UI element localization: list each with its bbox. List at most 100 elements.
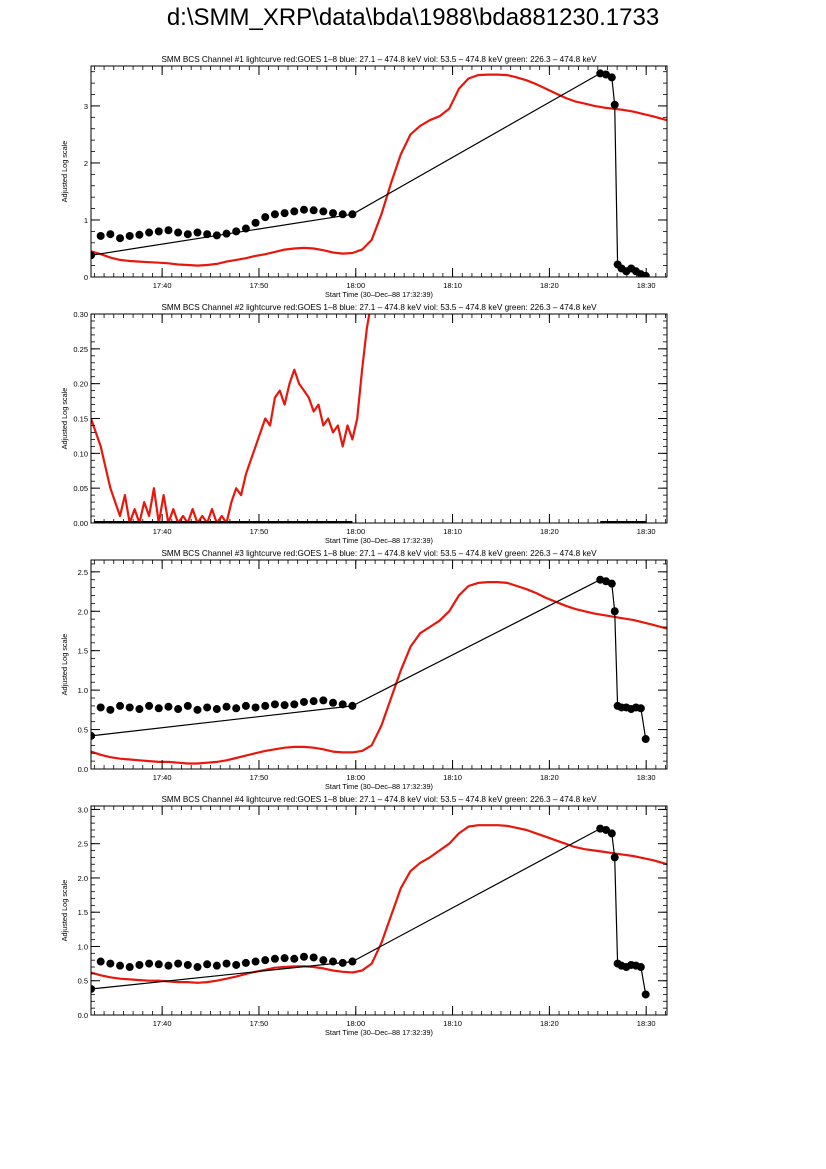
y-tick-label: 2.0 [78,607,88,616]
bcs-data-point [164,702,173,711]
plot-area [91,69,667,277]
x-tick-label: 17:50 [250,773,269,782]
bcs-data-point [641,990,650,999]
goes-series-line [91,824,667,984]
bcs-data-point [96,957,105,966]
bcs-data-point [290,954,299,963]
x-axis-label: Start Time (30–Dec–88 17:32:39) [325,290,433,299]
bcs-data-point [319,956,328,965]
bcs-data-point [251,957,260,966]
plot-frame [90,805,668,1016]
bcs-data-point [116,234,125,243]
y-tick-label: 0.5 [78,726,88,735]
bcs-connector-series-line [91,827,647,995]
bcs-data-point [329,698,338,707]
bcs-data-point [261,956,270,965]
x-tick-label: 17:50 [250,281,269,290]
bcs-data-point [290,700,299,709]
y-axis-label: Adjusted Log scale [60,634,69,696]
y-tick-label: 0.00 [73,519,88,528]
plot-frame [90,313,668,524]
x-tick-label: 17:40 [153,527,172,536]
bcs-data-point [290,207,299,216]
bcs-data-point [280,209,289,218]
x-tick-label: 18:20 [540,527,559,536]
y-tick-label: 3.0 [78,805,88,814]
chart-panel-4: SMM BCS Channel #4 lightcurve red:GOES 1… [60,795,668,1037]
y-axis-label: Adjusted Log scale [60,141,69,203]
bcs-data-point [270,210,279,219]
bcs-data-point [154,227,163,236]
bcs-data-point [329,209,338,218]
plot-area [91,314,646,523]
bcs-data-point [96,703,105,712]
x-tick-label: 18:30 [637,281,656,290]
x-tick-label: 18:10 [443,281,462,290]
bcs-data-point [261,701,270,710]
bcs-data-point [261,213,270,222]
y-tick-label: 0.05 [73,484,88,493]
bcs-data-point [232,227,241,236]
y-tick-label: 0.30 [73,310,88,319]
bcs-data-point [299,205,308,214]
bcs-data-point [135,705,144,714]
bcs-data-point [106,230,115,239]
bcs-data-point [203,960,212,969]
goes-series-line [91,580,667,765]
y-tick-label: 0 [84,273,88,282]
plot-frame [90,559,668,770]
chart-panel-1: SMM BCS Channel #1 lightcurve red:GOES 1… [60,55,668,299]
x-tick-label: 18:30 [637,527,656,536]
bcs-data-point [241,701,250,710]
bcs-data-point [106,705,115,714]
goes-series-line [91,73,667,267]
x-tick-label: 17:50 [250,1019,269,1028]
bcs-data-point [309,697,318,706]
y-tick-label: 0.25 [73,345,88,354]
x-tick-label: 17:40 [153,1019,172,1028]
y-tick-label: 1.5 [78,908,88,917]
bcs-connector-series-line [91,579,647,740]
y-tick-label: 2.5 [78,840,88,849]
chart-title: SMM BCS Channel #3 lightcurve red:GOES 1… [161,549,597,558]
bcs-data-point [309,953,318,962]
bcs-data-point [241,958,250,967]
bcs-data-point [145,701,154,710]
bcs-data-point [183,960,192,969]
y-tick-label: 2.0 [78,874,88,883]
plot-area [91,824,667,999]
bcs-data-point [299,952,308,961]
bcs-data-point [154,704,163,713]
plot-area [91,575,667,765]
bcs-data-point [106,959,115,968]
bcs-data-point [183,701,192,710]
x-tick-label: 18:00 [346,281,365,290]
x-tick-label: 18:20 [540,1019,559,1028]
goes-series-line [91,314,371,523]
bcs-data-point [280,954,289,963]
x-tick-label: 18:00 [346,1019,365,1028]
x-tick-label: 18:20 [540,773,559,782]
bcs-data-point [280,701,289,710]
bcs-data-point [222,702,231,711]
y-tick-label: 0.5 [78,977,88,986]
x-tick-label: 17:50 [250,527,269,536]
bcs-data-point [135,230,144,239]
bcs-data-point [145,228,154,237]
bcs-data-point [319,207,328,216]
y-tick-label: 2 [84,159,88,168]
bcs-data-point [270,700,279,709]
bcs-data-point [164,226,173,235]
bcs-data-point [96,231,105,240]
x-tick-label: 18:30 [637,1019,656,1028]
x-tick-label: 18:10 [443,1019,462,1028]
y-tick-label: 2.5 [78,568,88,577]
x-axis-label: Start Time (30–Dec–88 17:32:39) [325,782,433,791]
bcs-data-point [212,705,221,714]
y-tick-label: 0.0 [78,765,88,774]
bcs-data-point [212,961,221,970]
page-title: d:\SMM_XRP\data\bda\1988\bda881230.1733 [166,4,660,31]
chart-title: SMM BCS Channel #2 lightcurve red:GOES 1… [161,303,597,312]
bcs-data-point [193,705,202,714]
